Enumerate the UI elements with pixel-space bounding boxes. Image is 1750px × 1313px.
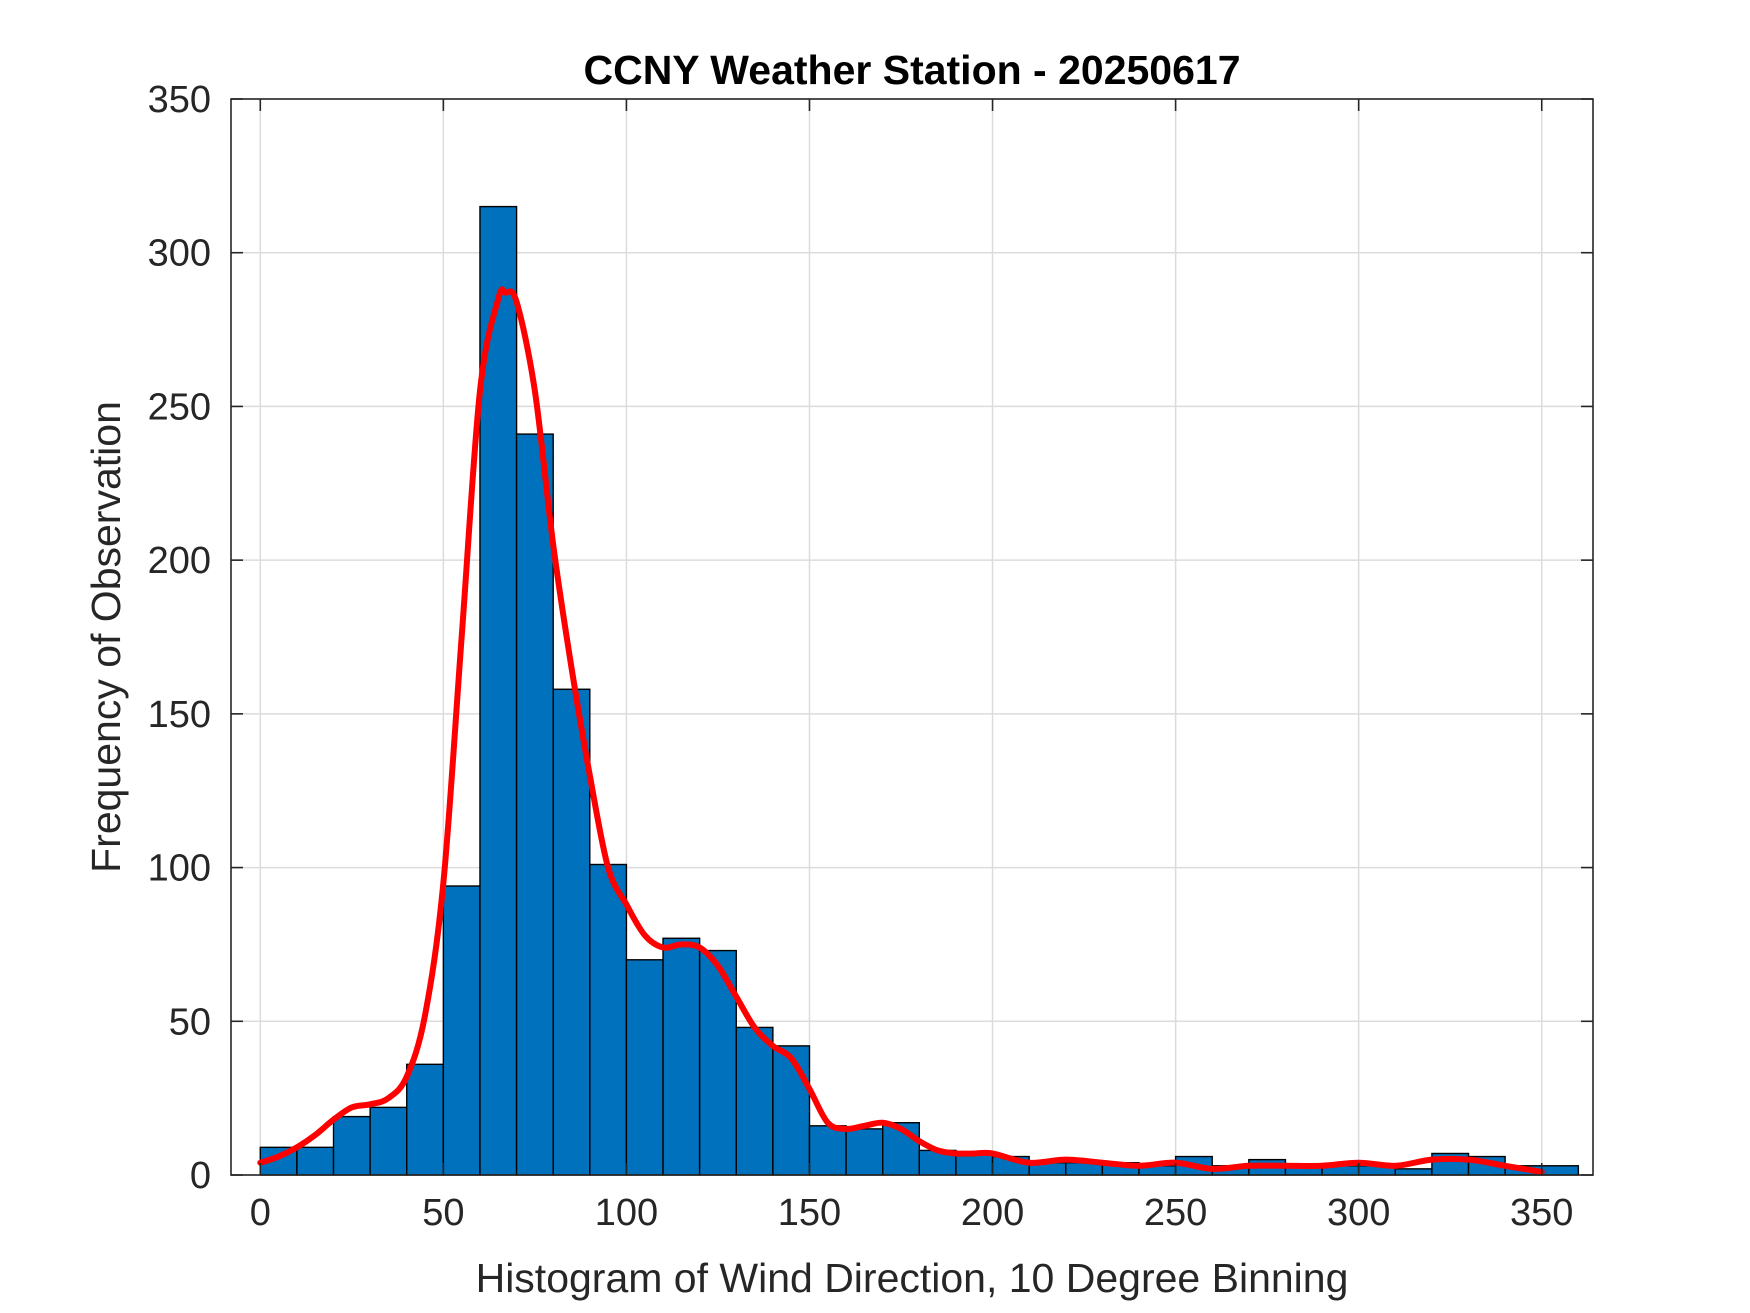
- y-tick-label: 100: [148, 848, 211, 890]
- y-tick-label: 300: [148, 233, 211, 275]
- y-tick-label: 0: [190, 1155, 211, 1197]
- x-axis-label: Histogram of Wind Direction, 10 Degree B…: [476, 1255, 1349, 1301]
- histogram-bar: [552, 688, 591, 1176]
- histogram-bar: [735, 1026, 774, 1176]
- histogram-bar: [296, 1146, 335, 1176]
- histogram-bar: [479, 205, 518, 1176]
- histogram-bar: [808, 1125, 847, 1176]
- x-tick-label: 50: [422, 1192, 464, 1234]
- x-tick-label: 150: [778, 1192, 841, 1234]
- histogram-bar: [625, 959, 664, 1176]
- chart-title: CCNY Weather Station - 20250617: [583, 47, 1240, 93]
- x-tick-label: 200: [961, 1192, 1024, 1234]
- histogram-bar: [369, 1106, 408, 1176]
- y-axis-label: Frequency of Observation: [83, 401, 129, 873]
- x-tick-labels: 0 50 100 150 200 250 300 350: [250, 1192, 1574, 1234]
- axis-ticks: [231, 98, 1593, 1176]
- x-tick-label: 350: [1510, 1192, 1573, 1234]
- y-tick-label: 350: [148, 79, 211, 121]
- y-tick-labels: 0 50 100 150 200 250 300 350: [148, 79, 211, 1197]
- histogram-bar: [955, 1152, 994, 1176]
- plot-area: [231, 99, 1593, 1175]
- histogram-bar: [1394, 1168, 1433, 1176]
- x-tick-label: 300: [1327, 1192, 1390, 1234]
- histogram-bar: [332, 1115, 371, 1176]
- axes-box: [230, 98, 1594, 1176]
- histogram-bar: [772, 1045, 811, 1176]
- histogram-bar: [515, 433, 554, 1176]
- x-tick-label: 0: [250, 1192, 271, 1234]
- y-tick-label: 250: [148, 386, 211, 428]
- y-tick-label: 200: [148, 540, 211, 582]
- histogram-bar: [845, 1128, 884, 1176]
- y-tick-label: 50: [169, 1001, 211, 1043]
- histogram-bar: [406, 1063, 445, 1176]
- y-tick-label: 150: [148, 694, 211, 736]
- x-tick-label: 250: [1144, 1192, 1207, 1234]
- histogram-bar: [442, 885, 481, 1176]
- histogram-bar: [662, 937, 701, 1176]
- histogram-bar: [589, 863, 628, 1176]
- density-curve: [257, 286, 1545, 1175]
- histogram-bar: [1541, 1165, 1580, 1176]
- histogram-bar: [882, 1122, 921, 1176]
- x-tick-label: 100: [595, 1192, 658, 1234]
